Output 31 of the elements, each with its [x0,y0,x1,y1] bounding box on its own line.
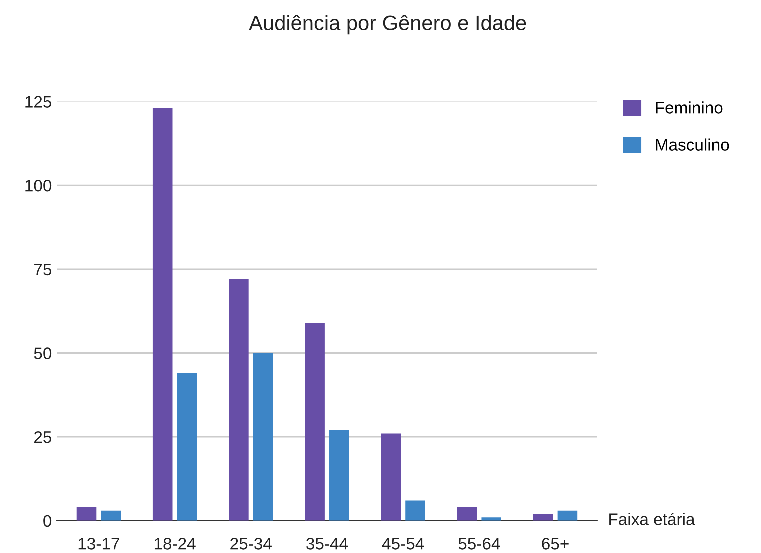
y-tick-label: 125 [26,96,52,108]
bar [305,323,325,521]
x-tick-label: 25-34 [230,538,272,550]
bar [533,514,554,521]
x-tick-label: 13-17 [78,538,120,550]
bar [406,500,426,521]
bar [381,434,402,521]
chart-title: Audiência por Gênero e Idade [249,15,526,35]
x-tick-label: 55-64 [458,538,500,550]
bar [253,353,274,521]
bar [76,508,97,521]
bar [229,279,249,521]
bar [330,430,350,521]
y-tick-label: 75 [34,264,52,276]
x-tick-label: 65+ [542,538,569,550]
y-tick-label: 50 [34,348,52,360]
y-tick-label: 0 [44,515,52,528]
x-tick-label: 45-54 [382,538,424,550]
y-tick-label: 25 [34,431,52,444]
y-tick-label: 100 [26,180,52,192]
legend-label: Masculino [656,138,730,151]
bar [457,508,478,521]
x-axis-title: Faixa etária [610,512,696,526]
x-tick-label: 35-44 [306,538,348,550]
legend-label: Feminino [656,102,723,114]
x-tick-label: 18-24 [154,538,196,550]
bar [177,373,198,521]
bar [558,510,578,521]
bar [482,518,502,521]
bar [101,510,121,521]
bar [152,108,173,521]
